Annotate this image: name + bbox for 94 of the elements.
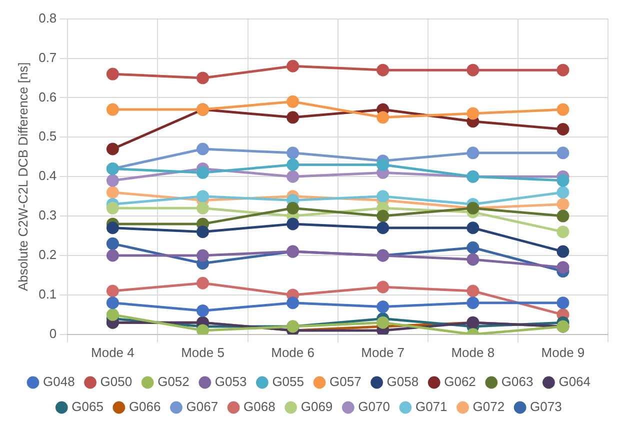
legend-label: G067 [186,399,218,414]
legend-label: G048 [42,374,75,390]
y-tick-label: 0.7 [38,50,57,65]
point [466,107,480,120]
y-tick-label: 0.6 [38,89,57,104]
point [466,241,480,254]
point [286,95,300,108]
y-tick-label: 0.3 [38,208,57,223]
point [286,218,300,230]
point [286,296,300,310]
point [196,72,210,84]
point [376,64,390,76]
point [196,304,210,317]
point [196,202,210,214]
point [286,202,300,214]
point [106,308,119,321]
point [286,158,300,172]
legend-label: G062 [444,374,476,390]
legend-label: G071 [415,399,448,414]
x-tick-label: Mode 4 [91,344,134,360]
x-tick-label: Mode 9 [541,344,585,360]
legend-label: G052 [158,374,190,390]
x-tick-label: Mode 7 [361,344,405,360]
point [556,186,570,199]
y-axis-title: Absolute C2W-C2L DCB Difference [ns] [15,62,30,292]
point [376,158,390,172]
legend-label: G053 [214,374,247,390]
y-tick-label: 0 [49,326,57,341]
legend-label: G068 [244,399,276,414]
point [556,226,570,238]
point [376,280,390,294]
legend-label: G065 [72,399,104,414]
point [106,284,119,298]
point [106,142,119,156]
point [106,249,119,262]
point [556,174,570,187]
point [466,253,480,266]
legend-label: G072 [472,399,505,414]
point [556,210,570,222]
point [466,222,480,234]
y-tick-label: 0.5 [38,128,57,144]
y-tick-label: 0.4 [38,168,57,184]
point [556,64,570,76]
point [376,111,390,124]
point [466,284,480,298]
y-tick-label: 0.2 [38,247,57,262]
point [106,237,119,250]
point [106,68,119,80]
point [286,146,300,160]
point [376,222,390,234]
legend-label: G066 [128,399,161,414]
legend-label: G070 [358,399,390,414]
point [106,174,119,187]
point [196,166,210,179]
point [556,103,570,116]
point [196,142,210,156]
x-tick-label: Mode 8 [451,344,495,360]
point [376,316,390,329]
point [556,245,570,258]
legend-label: G057 [330,374,362,390]
point [106,103,119,116]
y-tick-label: 0.1 [38,286,57,302]
legend-label: G055 [272,374,304,390]
point [466,64,480,76]
point [286,60,300,72]
point [196,324,210,334]
point [556,146,570,160]
point [376,300,390,314]
point [196,226,210,238]
point [556,198,570,210]
legend-label: G063 [501,374,534,390]
legend-label: G064 [558,374,591,390]
x-tick-label: Mode 5 [181,344,224,360]
legend-label: G069 [300,399,333,414]
point [466,146,480,160]
point [556,296,570,310]
point [106,222,119,234]
point [286,111,300,124]
point [556,123,570,136]
point [106,296,119,310]
point [196,190,210,203]
point [196,276,210,290]
legend-label: G073 [530,399,562,414]
point [106,202,119,214]
point [376,210,390,222]
point [196,249,210,262]
point [106,186,119,199]
point [466,296,480,310]
y-tick-label: 0.8 [38,10,57,26]
point [556,261,570,274]
point [286,170,300,183]
legend-label: G058 [386,374,419,390]
legend-label: G050 [100,374,132,390]
x-tick-label: Mode 6 [271,344,314,360]
